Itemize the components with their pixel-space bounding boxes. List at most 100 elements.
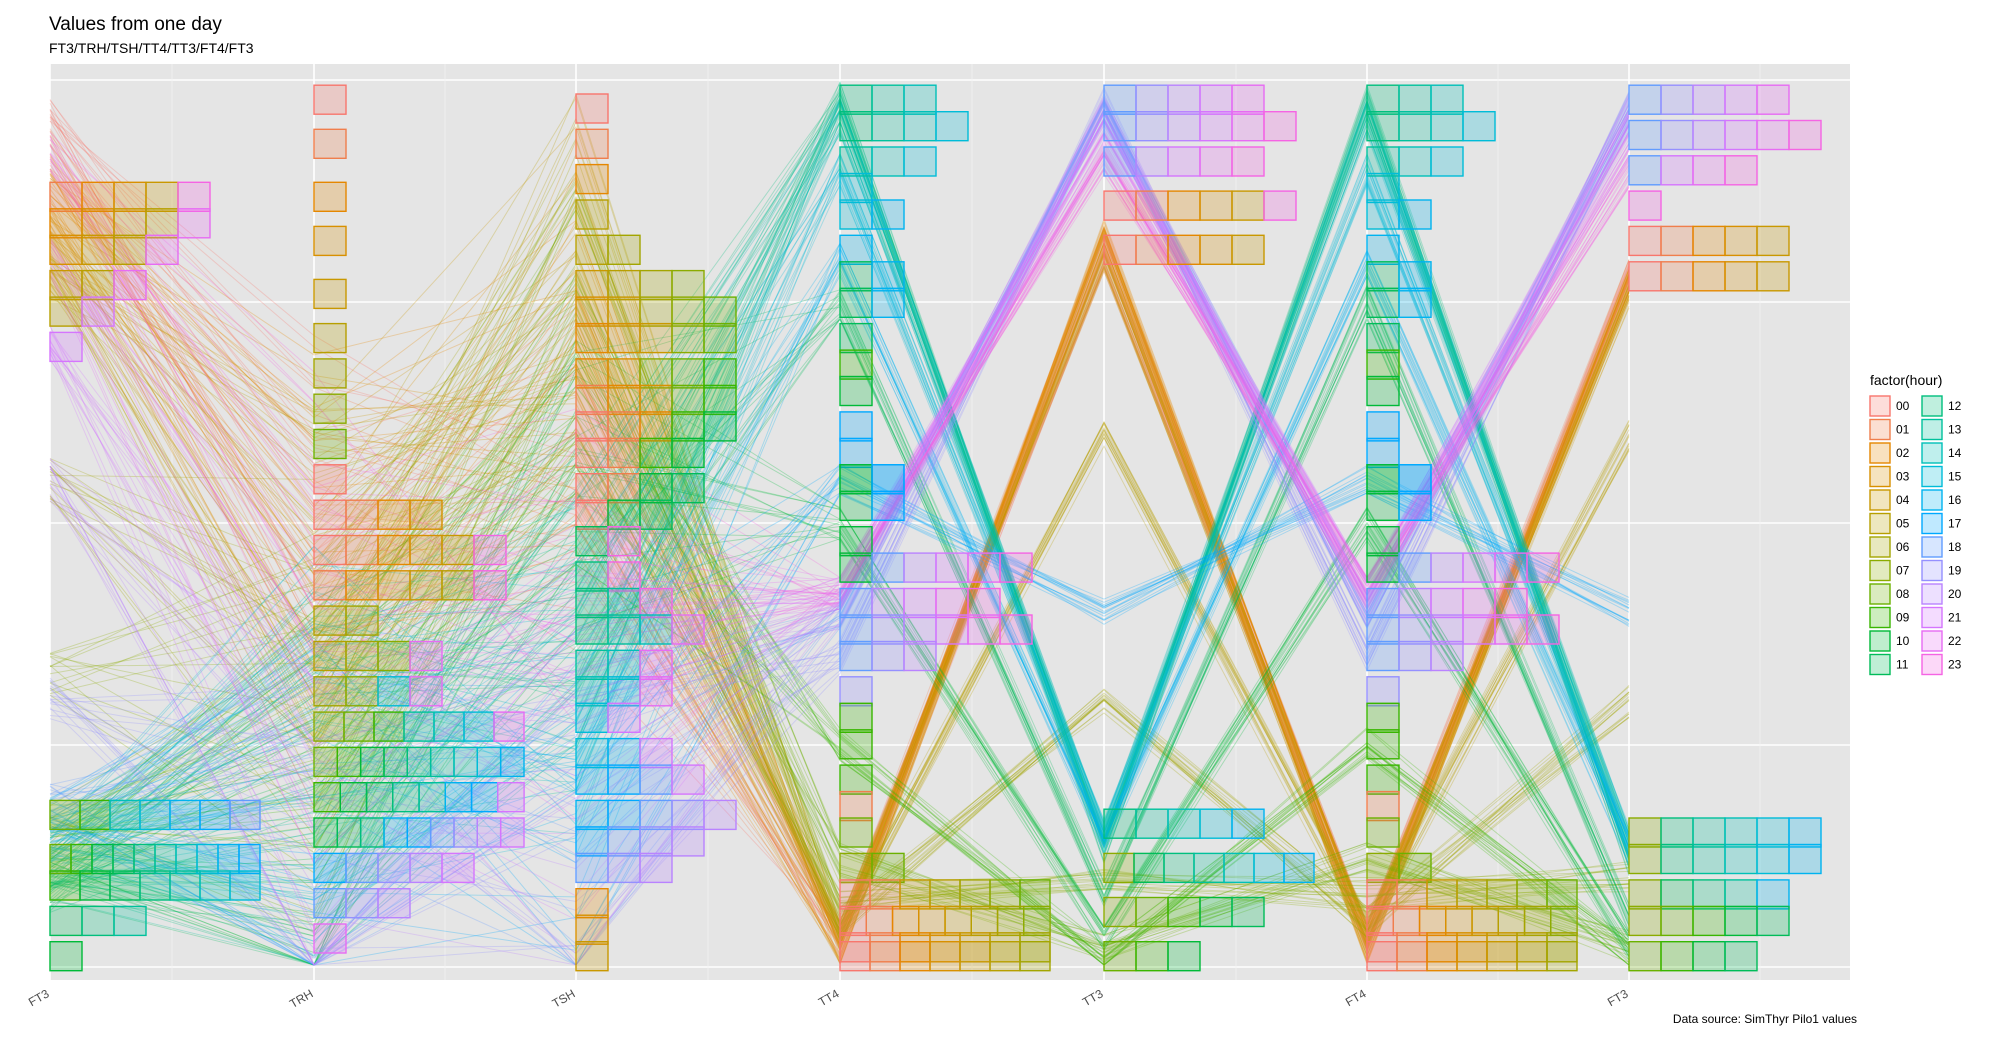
histogram-bar bbox=[839, 640, 873, 672]
histogram-bar bbox=[169, 799, 201, 831]
histogram-bar bbox=[336, 746, 362, 778]
histogram-bar bbox=[139, 870, 171, 901]
histogram-bar bbox=[49, 181, 83, 213]
histogram-bar bbox=[365, 782, 394, 813]
histogram-bar bbox=[839, 879, 871, 910]
histogram-bar bbox=[1366, 437, 1400, 469]
histogram-bar bbox=[1199, 808, 1233, 839]
histogram-bar bbox=[377, 676, 411, 707]
histogram-bar bbox=[377, 499, 411, 530]
histogram-bar bbox=[1398, 84, 1432, 115]
histogram-bar bbox=[575, 163, 609, 195]
histogram-bar bbox=[899, 879, 931, 910]
histogram-bar bbox=[671, 411, 705, 442]
legend-key bbox=[1869, 559, 1891, 582]
histogram-bar bbox=[1103, 234, 1137, 266]
histogram-bar bbox=[1103, 110, 1137, 142]
histogram-bar bbox=[500, 746, 525, 778]
histogram-bar bbox=[1135, 146, 1169, 177]
histogram-bar bbox=[313, 181, 347, 213]
histogram-bar bbox=[839, 322, 873, 354]
legend-key bbox=[1869, 630, 1891, 652]
histogram-bar bbox=[49, 905, 83, 937]
histogram-bar bbox=[1135, 110, 1169, 142]
chart-title: Values from one day bbox=[49, 14, 222, 35]
histogram-bar bbox=[1426, 932, 1458, 963]
histogram-bar bbox=[1692, 905, 1726, 937]
histogram-bar bbox=[575, 199, 609, 230]
histogram-bar bbox=[49, 941, 83, 972]
histogram-bar bbox=[959, 879, 991, 910]
histogram-bar bbox=[1366, 526, 1400, 557]
histogram-bar bbox=[1398, 146, 1432, 177]
histogram-bar bbox=[575, 358, 609, 389]
histogram-bar bbox=[839, 411, 873, 442]
histogram-bar bbox=[1135, 84, 1169, 115]
histogram-bar bbox=[313, 711, 345, 742]
axis-tick-label: TSH bbox=[550, 986, 578, 1010]
histogram-bar bbox=[1231, 808, 1265, 839]
histogram-bar bbox=[133, 843, 156, 875]
legend-key bbox=[1869, 583, 1891, 605]
histogram-bar bbox=[607, 649, 641, 680]
legend-key bbox=[1921, 465, 1943, 488]
histogram-bar bbox=[81, 208, 115, 239]
histogram-bar bbox=[500, 817, 525, 848]
histogram-bar bbox=[903, 614, 937, 645]
legend-key bbox=[1921, 512, 1943, 535]
histogram-bar bbox=[1103, 190, 1137, 221]
histogram-bar bbox=[1628, 155, 1662, 186]
histogram-bar bbox=[169, 870, 201, 901]
histogram-bar bbox=[839, 526, 873, 557]
histogram-bar bbox=[1103, 84, 1137, 115]
legend-key bbox=[1869, 489, 1891, 511]
histogram-bar bbox=[377, 534, 411, 566]
histogram-bar bbox=[903, 84, 937, 115]
histogram-bar bbox=[313, 852, 347, 884]
histogram-bar bbox=[313, 570, 347, 601]
histogram-bar bbox=[575, 384, 609, 416]
data-source-caption: Data source: SimThyr Pilo1 values bbox=[1672, 1012, 1857, 1026]
histogram-bar bbox=[1366, 852, 1400, 884]
histogram-bar bbox=[175, 843, 198, 875]
histogram-bar bbox=[1724, 261, 1758, 292]
histogram-bar bbox=[607, 358, 641, 389]
histogram-bar bbox=[1628, 941, 1662, 972]
histogram-bar bbox=[1366, 905, 1394, 937]
histogram-bar bbox=[839, 84, 873, 115]
histogram-bar bbox=[1199, 110, 1233, 142]
axis-tick-label: TT3 bbox=[1080, 986, 1106, 1009]
histogram-bar bbox=[1398, 287, 1432, 318]
histogram-bar bbox=[1392, 905, 1421, 937]
histogram-bar bbox=[871, 640, 905, 672]
histogram-bar bbox=[345, 676, 379, 707]
histogram-bar bbox=[575, 128, 609, 160]
histogram-bar bbox=[935, 614, 969, 645]
histogram-bar bbox=[377, 852, 411, 884]
histogram-bar bbox=[345, 570, 379, 601]
histogram-bar bbox=[607, 676, 641, 707]
histogram-bar bbox=[1167, 190, 1201, 221]
histogram-bar bbox=[441, 570, 475, 601]
histogram-bar bbox=[1398, 640, 1432, 672]
histogram-bar bbox=[1756, 261, 1790, 292]
histogram-bar bbox=[1692, 879, 1726, 910]
histogram-bar bbox=[49, 331, 83, 363]
histogram-bar bbox=[1497, 905, 1526, 937]
histogram-bars bbox=[49, 84, 1822, 972]
histogram-bar bbox=[444, 782, 473, 813]
legend-label: 04 bbox=[1896, 493, 1910, 507]
histogram-bar bbox=[430, 746, 455, 778]
histogram-bar bbox=[1398, 261, 1432, 292]
histogram-bar bbox=[839, 146, 873, 177]
histogram-bar bbox=[313, 322, 347, 354]
histogram-bar bbox=[229, 870, 261, 901]
histogram-bar bbox=[383, 746, 408, 778]
histogram-bar bbox=[360, 817, 385, 848]
legend-label: 16 bbox=[1948, 493, 1962, 507]
histogram-bar bbox=[575, 676, 609, 707]
histogram-bar bbox=[839, 702, 873, 733]
histogram-bar bbox=[313, 534, 347, 566]
histogram-bar bbox=[871, 84, 905, 115]
histogram-bar bbox=[1756, 225, 1790, 257]
